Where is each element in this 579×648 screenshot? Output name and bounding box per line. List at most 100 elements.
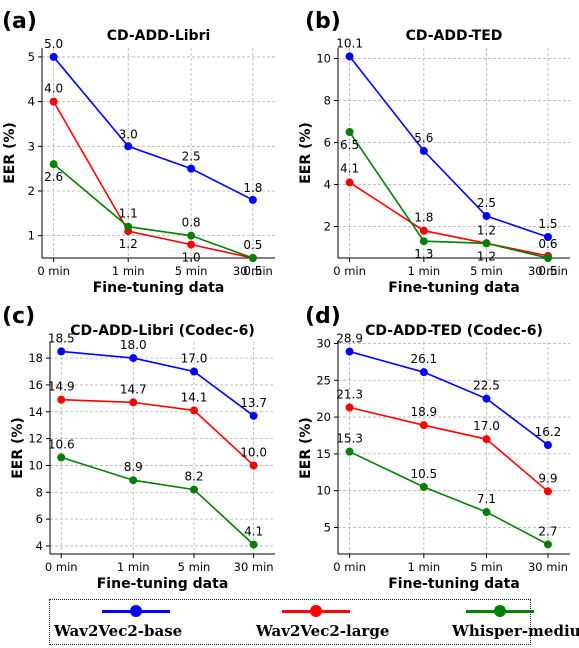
data-point-whisper-medium — [124, 222, 133, 231]
x-tick-label: 5 min — [175, 264, 208, 278]
panel-letter: (d) — [305, 304, 341, 329]
data-label-whisper-medium: 1.1 — [119, 207, 138, 221]
data-label-whisper-medium: 10.6 — [48, 437, 75, 451]
chart-title: CD-ADD-Libri — [107, 28, 211, 44]
data-point-wav2vec2-base — [187, 164, 196, 173]
data-label-whisper-medium: 6.5 — [340, 138, 359, 152]
data-point-whisper-medium — [543, 254, 552, 262]
y-tick-label: 18 — [28, 351, 43, 365]
data-point-whisper-medium — [57, 453, 66, 462]
data-point-wav2vec2-large — [543, 487, 552, 496]
y-axis-label: EER (%) — [298, 417, 314, 479]
data-label-whisper-medium: 2.7 — [538, 524, 557, 538]
x-tick-label: 30 min — [528, 264, 568, 278]
y-tick-label: 4 — [36, 539, 43, 553]
y-tick-label: 10 — [28, 458, 43, 472]
data-label-wav2vec2-base: 17.0 — [181, 352, 208, 366]
x-tick-label: 0 min — [45, 560, 78, 574]
data-label-wav2vec2-large: 1.8 — [414, 211, 433, 225]
data-point-wav2vec2-base — [57, 347, 66, 356]
data-label-wav2vec2-base: 1.5 — [538, 217, 557, 231]
panel-letter: (c) — [2, 304, 35, 329]
data-point-wav2vec2-base — [129, 354, 138, 363]
chart-title: CD-ADD-Libri (Codec-6) — [70, 323, 255, 339]
data-label-wav2vec2-large: 17.0 — [473, 419, 500, 433]
data-point-wav2vec2-large — [345, 403, 354, 412]
x-tick-label: 1 min — [408, 264, 441, 278]
data-label-wav2vec2-large: 4.0 — [44, 82, 63, 96]
y-axis-label: EER (%) — [2, 122, 18, 184]
data-point-wav2vec2-base — [345, 347, 354, 356]
data-point-whisper-medium — [482, 239, 491, 248]
data-label-wav2vec2-large: 0.5 — [243, 264, 262, 278]
x-tick-label: 30 min — [528, 560, 568, 574]
data-point-whisper-medium — [543, 540, 552, 549]
data-label-wav2vec2-large: 14.1 — [181, 390, 208, 404]
data-label-wav2vec2-large: 1.0 — [182, 251, 201, 265]
series-line-whisper-medium — [348, 131, 549, 259]
y-tick-label: 6 — [36, 512, 43, 526]
data-label-whisper-medium: 1.3 — [414, 247, 433, 261]
y-tick-label: 14 — [28, 405, 43, 419]
legend-label-wav2vec2-large: Wav2Vec2-large — [256, 622, 390, 640]
data-label-wav2vec2-base: 26.1 — [410, 352, 437, 366]
data-point-wav2vec2-base — [249, 411, 258, 420]
data-label-whisper-medium: 1.2 — [477, 249, 496, 263]
data-label-wav2vec2-large: 21.3 — [336, 388, 363, 402]
data-point-whisper-medium — [187, 231, 196, 240]
x-tick-label: 5 min — [178, 560, 211, 574]
data-point-wav2vec2-large — [249, 461, 258, 470]
x-tick-label: 0 min — [333, 264, 366, 278]
series-line-whisper-medium — [61, 456, 255, 546]
data-label-wav2vec2-large: 0.6 — [538, 237, 557, 251]
data-label-wav2vec2-base: 2.5 — [182, 150, 201, 164]
y-tick-label: 5 — [324, 521, 331, 535]
panel-letter: (b) — [305, 9, 341, 34]
y-tick-label: 8 — [36, 485, 43, 499]
data-label-wav2vec2-base: 2.5 — [477, 196, 496, 210]
y-tick-label: 10 — [316, 52, 331, 66]
series-line-whisper-medium — [349, 450, 549, 546]
data-point-wav2vec2-base — [248, 195, 257, 204]
x-tick-label: 1 min — [112, 264, 145, 278]
data-label-wav2vec2-base: 18.0 — [120, 338, 147, 352]
data-label-whisper-medium: 4.1 — [244, 525, 263, 539]
data-label-wav2vec2-large: 4.1 — [340, 161, 359, 175]
data-point-whisper-medium — [129, 476, 138, 485]
data-point-whisper-medium — [249, 540, 258, 549]
data-label-wav2vec2-base: 5.0 — [44, 37, 63, 51]
legend-marker-wav2vec2-large — [310, 605, 322, 617]
data-point-whisper-medium — [482, 508, 491, 517]
data-point-wav2vec2-base — [49, 52, 58, 61]
series-line-wav2vec2-large — [349, 181, 549, 257]
data-label-wav2vec2-large: 14.7 — [120, 382, 147, 396]
data-point-wav2vec2-large — [187, 240, 196, 249]
y-tick-label: 25 — [316, 373, 331, 387]
y-tick-label: 8 — [324, 94, 331, 108]
y-axis-label: EER (%) — [298, 122, 314, 184]
data-label-whisper-medium: 8.2 — [184, 470, 203, 484]
data-point-wav2vec2-large — [482, 435, 491, 444]
series-line-wav2vec2-base — [53, 56, 254, 201]
series-line-wav2vec2-large — [61, 398, 255, 467]
data-label-wav2vec2-base: 22.5 — [473, 379, 500, 393]
data-label-wav2vec2-base: 16.2 — [535, 425, 562, 439]
data-point-wav2vec2-large — [345, 178, 354, 187]
data-point-whisper-medium — [345, 447, 354, 456]
data-point-wav2vec2-base — [543, 233, 552, 241]
x-axis-label: Fine-tuning data — [388, 576, 520, 592]
data-point-wav2vec2-base — [345, 52, 354, 61]
x-axis-label: Fine-tuning data — [93, 280, 225, 296]
chart-title: CD-ADD-TED — [406, 28, 503, 44]
data-label-whisper-medium: 7.1 — [477, 492, 496, 506]
y-tick-label: 2 — [28, 184, 35, 198]
x-axis-label: Fine-tuning data — [97, 576, 229, 592]
data-point-whisper-medium — [190, 485, 198, 494]
data-point-wav2vec2-base — [482, 394, 491, 403]
data-point-wav2vec2-base — [482, 212, 491, 220]
data-point-wav2vec2-large — [419, 421, 428, 430]
data-label-whisper-medium: 2.6 — [44, 170, 63, 184]
data-label-whisper-medium: 0.8 — [182, 216, 201, 230]
data-point-wav2vec2-large — [49, 97, 58, 106]
